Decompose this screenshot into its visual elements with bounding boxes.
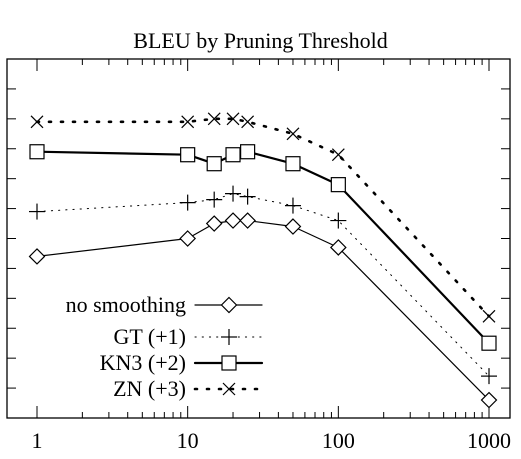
legend-label: GT (+1) [114,324,187,349]
series-line-3 [35,117,491,318]
x-tick-label: 10 [177,428,199,453]
data-point [179,194,196,211]
data-point [481,335,497,351]
data-point [30,115,44,129]
data-point [286,127,300,141]
data-point [285,156,301,172]
chart-title: BLEU by Pruning Threshold [133,28,388,53]
data-point [240,144,256,160]
data-point [481,368,497,385]
data-point [330,177,346,193]
data-point [329,239,347,256]
data-point [239,212,256,229]
data-point [29,144,45,160]
data-point [284,218,302,235]
data-point [224,212,242,229]
data-point [28,248,46,265]
data-point [331,148,345,162]
data-point [205,215,223,232]
legend-marker [221,329,237,345]
legend-marker [220,296,238,314]
x-tick-label: 1 [32,428,43,453]
data-point [241,115,255,129]
legend-label: no smoothing [66,292,186,317]
legend-marker [221,355,237,371]
plot-frame [6,58,511,419]
data-point [225,185,242,202]
data-point [29,203,45,220]
x-tick-label: 100 [322,428,355,453]
legend-label: ZN (+3) [113,376,186,401]
data-point [480,391,498,409]
data-point [225,147,241,163]
x-tick-label: 1000 [467,428,511,453]
data-point [206,191,223,208]
data-point [239,188,256,205]
data-point [207,112,221,126]
data-point [180,147,196,163]
data-point [330,212,347,229]
legend-marker [222,382,236,396]
data-point [181,115,195,129]
series-line-1 [36,193,490,377]
data-point [284,197,301,214]
data-point [179,230,197,247]
legend-label: KN3 (+2) [100,350,186,375]
data-point [206,156,222,172]
data-point [482,309,496,323]
data-point [226,112,240,126]
